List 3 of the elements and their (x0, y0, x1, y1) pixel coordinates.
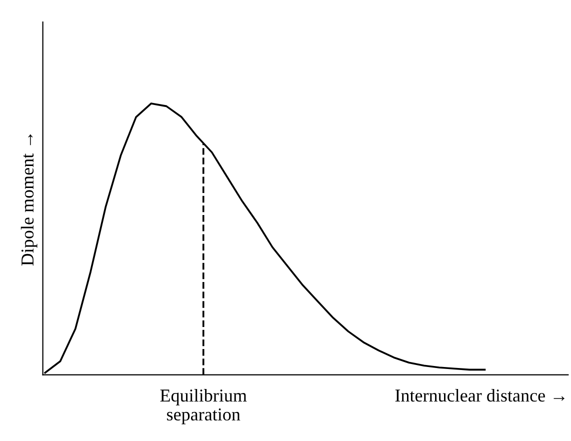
text: Equilibrium separation (160, 388, 247, 424)
x-axis-title: Internuclear distance → (395, 388, 564, 402)
y-axis-title: Dipole moment → (20, 134, 38, 266)
